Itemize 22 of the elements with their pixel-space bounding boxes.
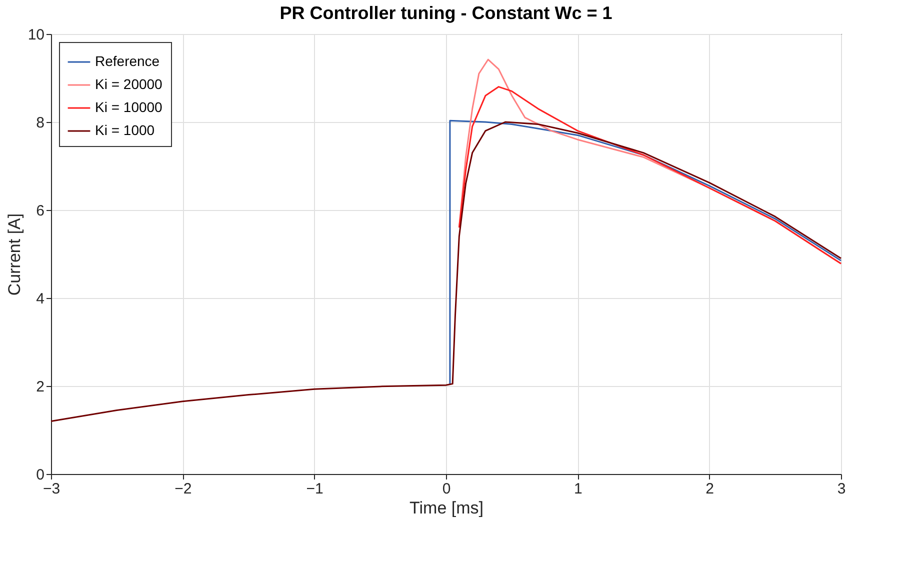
legend-label: Reference (95, 53, 160, 69)
y-tick-label: 10 (28, 26, 44, 44)
legend-label: Ki = 1000 (95, 122, 155, 138)
x-axis-title: Time [ms] (410, 498, 484, 518)
y-tick-label: 4 (36, 290, 44, 308)
y-tick-label: 2 (36, 378, 44, 396)
x-tick-label: −3 (42, 480, 60, 498)
x-tick-label: 0 (442, 480, 451, 498)
x-tick-label: −2 (174, 480, 192, 498)
x-tick-label: −1 (306, 480, 324, 498)
legend-label: Ki = 10000 (95, 99, 163, 115)
y-tick-label: 8 (36, 114, 44, 132)
chart-title: PR Controller tuning - Constant Wc = 1 (280, 3, 612, 23)
line-series (50, 121, 842, 422)
y-tick-label: 0 (36, 466, 44, 484)
line-series (449, 120, 842, 386)
x-tick-label: 1 (574, 480, 582, 498)
y-axis-title: Current [A] (4, 213, 24, 296)
x-tick-label: 2 (706, 480, 714, 498)
x-tick-label: 3 (837, 480, 846, 498)
y-tick-label: 6 (36, 202, 44, 220)
legend-label: Ki = 20000 (95, 76, 163, 92)
